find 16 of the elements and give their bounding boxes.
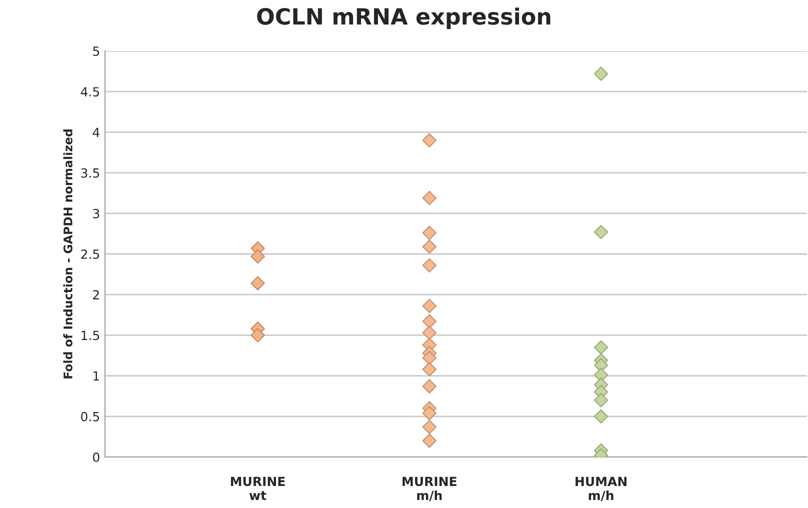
y-tick-label: 0 bbox=[93, 452, 100, 462]
x-tick-label: HUMAN m/h bbox=[576, 476, 626, 502]
y-tick-label: 5 bbox=[93, 46, 100, 56]
y-tick-label: 3.5 bbox=[81, 168, 100, 178]
y-tick-label: 1 bbox=[94, 371, 99, 381]
x-tick-label: MURINE wt bbox=[230, 476, 285, 500]
y-tick-label: 4 bbox=[92, 128, 100, 137]
y-axis-title: Fold of Induction - GAPDH normalized bbox=[63, 130, 72, 378]
y-tick-label: 2 bbox=[93, 290, 99, 300]
y-tick-label: 1.5 bbox=[82, 330, 100, 340]
chart-title: OCLN mRNA expression bbox=[257, 8, 550, 30]
y-tick-label: 3 bbox=[93, 208, 100, 218]
y-tick-label: 0.5 bbox=[81, 412, 100, 422]
y-tick-label: 2.5 bbox=[81, 249, 100, 259]
y-tick-label: 4.5 bbox=[80, 87, 100, 97]
x-tick-label: MURINE m/h bbox=[402, 476, 456, 502]
